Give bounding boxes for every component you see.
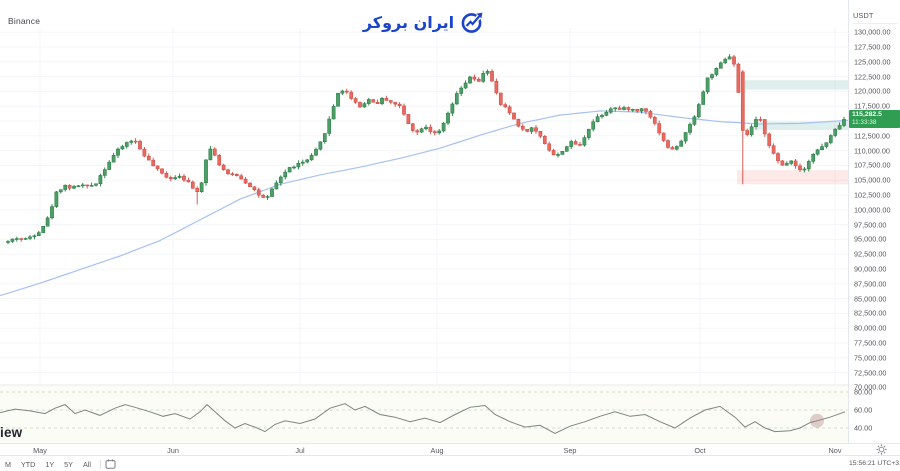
price-tick: 122,500.00 bbox=[854, 72, 891, 82]
axis-corner bbox=[848, 443, 900, 456]
rsi-level-tick: 40.00 bbox=[854, 423, 873, 433]
price-tick: 90,000.00 bbox=[854, 264, 887, 274]
price-tick: 72,500.00 bbox=[854, 368, 887, 378]
range-button-ytd[interactable]: YTD bbox=[21, 459, 36, 469]
bar-countdown: 11:33:38 bbox=[852, 119, 877, 127]
price-tick: 102,500.00 bbox=[854, 190, 891, 200]
brand-logo-icon bbox=[461, 12, 483, 33]
range-button-1y[interactable]: 1Y bbox=[45, 459, 55, 469]
range-button-all[interactable]: All bbox=[82, 459, 91, 469]
price-tick: 75,000.00 bbox=[854, 353, 887, 363]
price-tick: 92,500.00 bbox=[854, 249, 887, 259]
zones-layer bbox=[737, 80, 848, 185]
price-tick: 110,000.00 bbox=[854, 146, 890, 156]
price-tick: 125,000.00 bbox=[854, 57, 891, 67]
time-tick-nov: Nov bbox=[828, 446, 842, 455]
candles-layer bbox=[6, 54, 846, 245]
range-button-5y[interactable]: 5Y bbox=[64, 459, 73, 469]
watermark: iew bbox=[0, 425, 23, 440]
indicator-pane-bg bbox=[0, 385, 848, 443]
price-tick: 80,000.00 bbox=[854, 323, 887, 333]
time-tick-jul: Jul bbox=[295, 446, 305, 455]
price-tick: 85,000.00 bbox=[854, 294, 887, 304]
price-tick: 130,000.00 bbox=[854, 27, 891, 37]
price-tick: 105,000.00 bbox=[854, 175, 891, 185]
last-price-label: 115,282.5 11:33:38 bbox=[849, 110, 900, 129]
brand-logo-text: ایران بروکر bbox=[362, 12, 455, 32]
price-tick: 77,500.00 bbox=[854, 338, 887, 348]
time-tick-sep: Sep bbox=[563, 446, 577, 455]
rsi-marker bbox=[810, 413, 824, 428]
toolbar-separator bbox=[99, 459, 101, 469]
clock[interactable]: 15:56:21 UTC+3:30 bbox=[846, 455, 900, 471]
time-tick-aug: Aug bbox=[430, 446, 444, 455]
ma-lines-layer bbox=[0, 110, 848, 297]
range-button-m[interactable]: M bbox=[5, 459, 11, 469]
price-tick: 87,500.00 bbox=[854, 279, 887, 289]
price-tick: 112,500.00 bbox=[854, 131, 890, 141]
time-axis[interactable]: May Jun Jul Aug Sep Oct Nov bbox=[0, 443, 848, 456]
range-toolbar: M YTD 1Y 5Y All bbox=[0, 455, 848, 471]
exchange-label: Binance bbox=[8, 16, 41, 26]
price-tick: 100,000.00 bbox=[854, 205, 891, 215]
price-tick: 107,500.00 bbox=[854, 160, 891, 170]
price-tick: 95,000.00 bbox=[854, 234, 887, 244]
price-axis[interactable]: 70,000.00 72,500.00 75,000.00 77,500.00 80,0… bbox=[848, 0, 900, 443]
price-tick: 97,500.00 bbox=[854, 220, 887, 230]
price-tick: 127,500.00 bbox=[854, 42, 891, 52]
rsi-level-tick: 80.00 bbox=[854, 387, 873, 397]
grid-layer bbox=[0, 28, 848, 443]
calendar-icon[interactable] bbox=[105, 455, 116, 471]
time-tick-jun: Jun bbox=[167, 446, 179, 455]
price-tick: 120,000.00 bbox=[854, 86, 891, 96]
rsi-layer bbox=[0, 391, 848, 434]
rsi-level-tick: 60.00 bbox=[854, 405, 873, 415]
time-tick-oct: Oct bbox=[694, 446, 706, 455]
price-axis-currency: USDT bbox=[853, 11, 897, 24]
brand-logo: ایران بروکر bbox=[0, 8, 848, 36]
price-tick: 117,500.00 bbox=[854, 101, 890, 111]
price-tick: 82,500.00 bbox=[854, 308, 887, 318]
time-tick-may: May bbox=[33, 446, 47, 455]
settings-gear-icon[interactable] bbox=[876, 442, 887, 460]
last-price-value: 115,282.5 bbox=[852, 111, 882, 119]
price-tick: 70,000.00 bbox=[854, 382, 887, 392]
